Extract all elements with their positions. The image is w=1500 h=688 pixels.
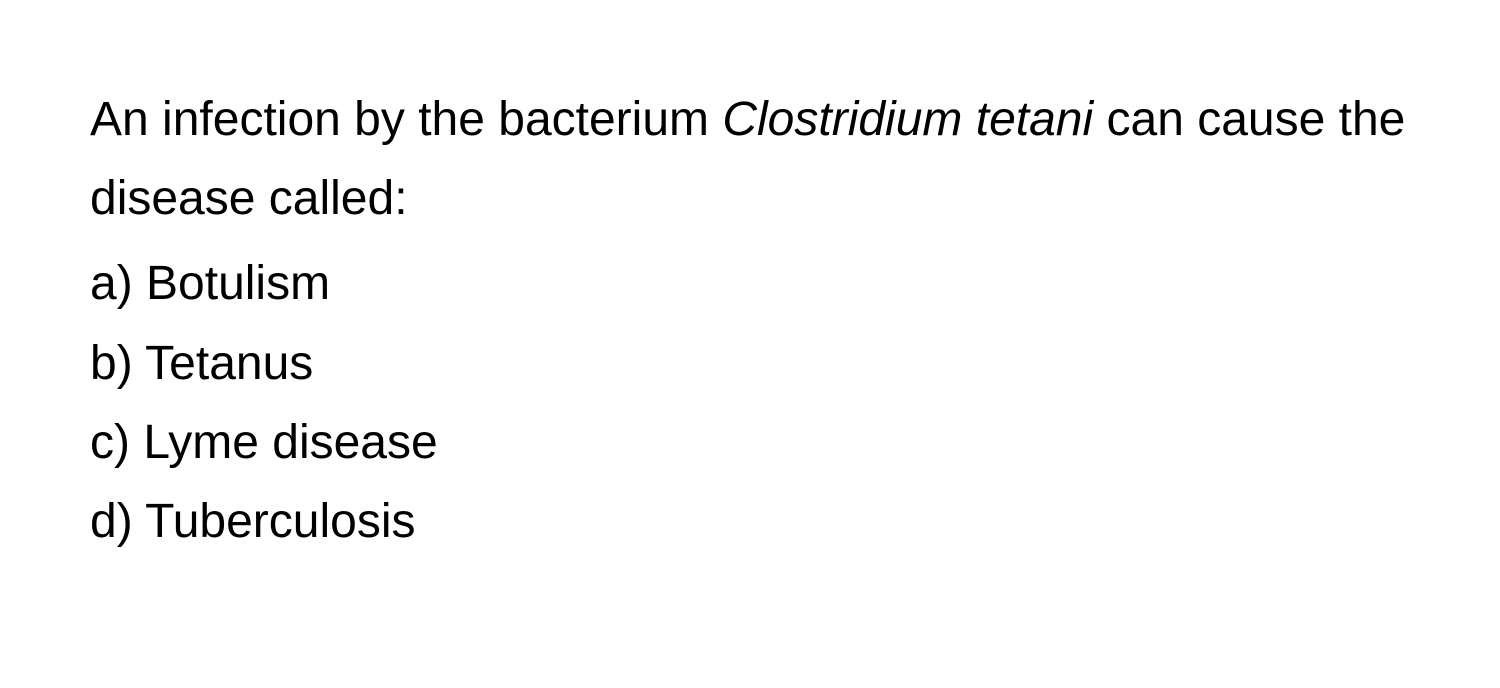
option-label: a): [90, 257, 133, 310]
option-text: Tuberculosis: [133, 495, 416, 548]
option-label: c): [90, 416, 130, 469]
option-text: Botulism: [133, 257, 330, 310]
option-text: Tetanus: [133, 337, 314, 390]
question-stem: An infection by the bacterium Clostridiu…: [90, 80, 1410, 238]
option-b: b) Tetanus: [90, 324, 1410, 403]
question-container: An infection by the bacterium Clostridiu…: [90, 80, 1410, 561]
option-label: d): [90, 495, 133, 548]
option-text: Lyme disease: [130, 416, 438, 469]
option-d: d) Tuberculosis: [90, 482, 1410, 561]
option-a: a) Botulism: [90, 244, 1410, 323]
option-c: c) Lyme disease: [90, 403, 1410, 482]
option-label: b): [90, 337, 133, 390]
stem-text-part1: An infection by the bacterium: [90, 93, 722, 146]
stem-italic-term: Clostridium tetani: [722, 93, 1093, 146]
